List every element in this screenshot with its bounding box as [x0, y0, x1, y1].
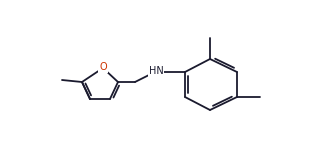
Text: HN: HN [148, 66, 164, 76]
Text: O: O [99, 62, 107, 72]
